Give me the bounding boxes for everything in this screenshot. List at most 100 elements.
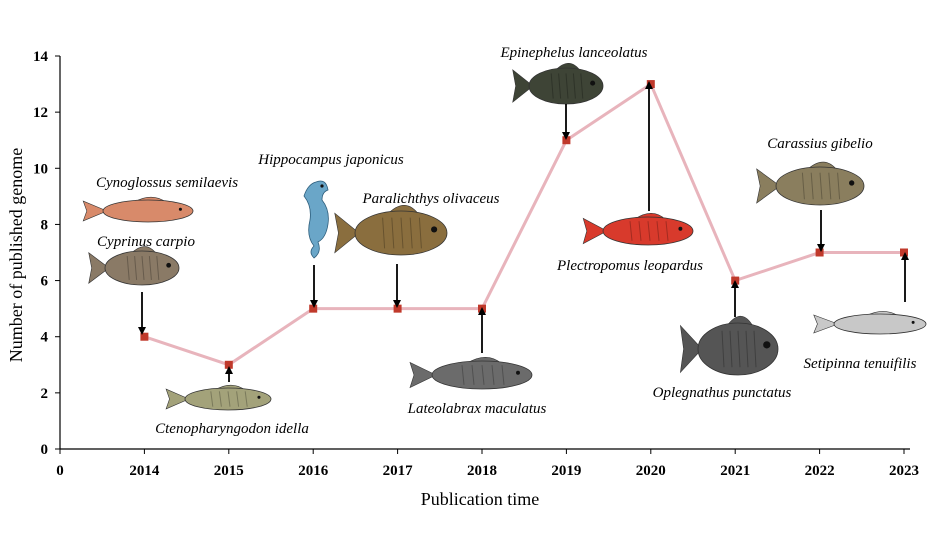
coral-trout-illustration-scale (656, 221, 660, 241)
grouper-illustration (512, 63, 604, 105)
species-label: Cyprinus carpio (97, 234, 195, 250)
data-point-2023 (900, 248, 908, 257)
sea-bass-illustration-tail (409, 361, 437, 389)
flounder-illustration-scale (400, 217, 404, 249)
tongue-sole-illustration (82, 196, 194, 223)
grouper-illustration-eye (590, 80, 596, 86)
grouper-illustration-scale (558, 73, 562, 99)
carp-illustration-scale (126, 256, 130, 280)
x-axis-title: Publication time (421, 489, 540, 509)
x-tick-label: 2023 (889, 463, 919, 479)
tongue-sole-illustration-tail (82, 200, 108, 222)
y-axis-title: Number of published genome (6, 148, 26, 362)
y-tick-label: 6 (41, 274, 49, 290)
flounder-illustration-body (354, 210, 448, 256)
crucian-carp-illustration-scale (801, 172, 805, 200)
data-point-2014 (140, 332, 149, 341)
grass-carp-illustration (165, 384, 272, 411)
crucian-carp-illustration-scale (837, 172, 841, 200)
grass-carp-illustration-body (184, 387, 272, 411)
grass-carp-illustration-scale (227, 391, 231, 407)
knifejaw-illustration-scale (721, 330, 725, 368)
anchovy-illustration-tail (813, 314, 839, 334)
flounder-illustration (334, 204, 448, 256)
sea-bass-illustration-scale (491, 365, 495, 385)
data-point-2020 (646, 80, 655, 89)
x-tick-label: 0 (56, 463, 64, 479)
y-tick-label: 14 (33, 49, 49, 65)
carp-illustration-scale (148, 256, 152, 280)
anchovy-illustration-eye (911, 320, 915, 324)
anchovy-illustration (813, 311, 927, 335)
species-label: Setipinna tenuifilis (804, 356, 917, 372)
species-label: Cynoglossus semilaevis (96, 175, 238, 191)
carp-illustration-scale (141, 256, 145, 280)
grass-carp-illustration-scale (210, 391, 214, 407)
coral-trout-illustration (582, 213, 694, 246)
flounder-illustration-eye (431, 226, 438, 233)
grass-carp-illustration-tail (165, 388, 190, 410)
knifejaw-illustration-body (697, 322, 779, 376)
knifejaw-illustration-scale (745, 330, 749, 368)
x-tick-label: 2016 (298, 463, 329, 479)
species-label: Hippocampus japonicus (257, 152, 404, 168)
tongue-sole-illustration-eye (178, 207, 182, 211)
grouper-illustration-scale (580, 73, 584, 99)
grouper-illustration-scale (565, 73, 569, 99)
y-tick-label: 8 (41, 217, 49, 233)
crucian-carp-illustration-scale (819, 172, 823, 200)
x-tick-label: 2017 (383, 463, 414, 479)
carp-illustration-body (104, 250, 180, 286)
knifejaw-illustration-tail (679, 324, 703, 374)
seahorse-eye (320, 184, 324, 188)
knifejaw-illustration-scale (729, 330, 733, 368)
knifejaw-illustration-scale (753, 330, 757, 368)
y-tick-label: 4 (41, 330, 49, 346)
grass-carp-illustration-scale (236, 391, 240, 407)
sea-bass-illustration (409, 357, 533, 390)
flounder-illustration-scale (382, 217, 386, 249)
sea-bass-illustration-scale (461, 365, 465, 385)
tongue-sole-illustration-body (102, 199, 194, 223)
y-tick-label: 10 (33, 161, 48, 177)
data-point-2021 (731, 276, 740, 285)
coral-trout-illustration-scale (665, 221, 669, 241)
species-label: Ctenopharyngodon idella (155, 421, 309, 437)
data-point-2015 (224, 360, 233, 369)
y-tick-label: 12 (33, 105, 48, 121)
sea-bass-illustration-scale (501, 365, 505, 385)
knifejaw-illustration-scale (737, 330, 741, 368)
knifejaw-illustration-eye (763, 341, 771, 349)
data-point-2019 (562, 136, 571, 145)
species-label: Paralichthys olivaceus (361, 191, 499, 207)
carp-illustration-scale (156, 256, 160, 280)
species-label: Plectropomus leopardus (556, 258, 703, 274)
y-tick-label: 2 (41, 386, 49, 402)
crucian-carp-illustration-scale (828, 172, 832, 200)
coral-trout-illustration-scale (629, 221, 633, 241)
species-label: Lateolabrax maculatus (407, 401, 547, 417)
grouper-illustration-tail (512, 69, 534, 103)
crucian-carp-illustration-tail (756, 168, 781, 204)
species-label: Carassius gibelio (767, 136, 873, 152)
species-label: Oplegnathus punctatus (653, 385, 792, 401)
grouper-illustration-scale (572, 73, 576, 99)
anchovy-illustration-body (833, 313, 927, 335)
x-tick-label: 2015 (214, 463, 244, 479)
y-tick-label: 0 (41, 442, 49, 458)
sea-bass-illustration-scale (481, 365, 485, 385)
sea-bass-illustration-body (431, 360, 533, 390)
flounder-illustration-tail (334, 212, 360, 254)
flounder-illustration-scale (418, 217, 422, 249)
x-tick-label: 2019 (551, 463, 581, 479)
data-point-2016 (309, 304, 318, 313)
seahorse-illustration (303, 180, 329, 259)
crucian-carp-illustration-scale (810, 172, 814, 200)
grass-carp-illustration-eye (257, 395, 261, 399)
flounder-illustration-scale (409, 217, 413, 249)
carp-illustration-eye (166, 262, 172, 268)
knifejaw-illustration (679, 315, 779, 376)
species-label: Epinephelus lanceolatus (499, 45, 647, 61)
